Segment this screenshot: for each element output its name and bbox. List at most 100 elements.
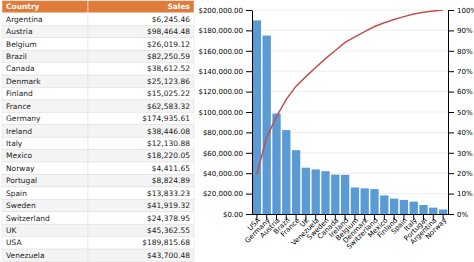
tick-mark <box>246 173 252 174</box>
table-cell <box>2 88 88 100</box>
bar <box>282 130 290 214</box>
y2-tick: 100% <box>448 7 474 15</box>
table-cell <box>2 212 88 224</box>
table-cell <box>88 162 194 174</box>
table-cell-text: Brazil <box>6 52 27 61</box>
table-cell-text: $13,833.23 <box>147 189 190 198</box>
tick-mark <box>448 153 454 154</box>
table-cell-text: Denmark <box>6 77 41 86</box>
table-cell <box>88 75 194 87</box>
grid-line <box>252 152 448 153</box>
table-cell <box>88 63 194 75</box>
bar <box>312 169 320 214</box>
tick-label: Norway <box>424 216 448 240</box>
table-cell-text: Germany <box>6 114 41 123</box>
tick-label: $140,000.00 <box>198 68 243 76</box>
grid-line <box>252 193 448 194</box>
tick-label: 10% <box>457 190 473 198</box>
tick-label: 60% <box>457 88 473 96</box>
y-tick: $20,000.00 <box>203 190 252 198</box>
table-cell-text: Belgium <box>6 40 37 49</box>
y-tick: $0.00 <box>223 211 252 219</box>
table-cell <box>88 150 194 162</box>
bar <box>439 210 447 214</box>
table-cell <box>2 63 88 75</box>
bar <box>302 168 310 214</box>
y-tick: $180,000.00 <box>198 27 252 35</box>
axis-line <box>253 214 449 215</box>
table-cell-text: $43,700.48 <box>147 251 190 260</box>
table-cell-text: $26,019.12 <box>147 40 190 49</box>
tick-mark <box>246 132 252 133</box>
pareto-chart: $0.00$20,000.00$40,000.00$60,000.00$80,0… <box>198 7 474 251</box>
table-cell-text: Venezuela <box>6 251 45 260</box>
tick-label: 20% <box>457 170 473 178</box>
table-cell <box>2 175 88 187</box>
tick-label: 50% <box>457 109 473 117</box>
grid-line <box>252 112 448 113</box>
y-tick: $200,000.00 <box>198 7 252 15</box>
x-axis: USAGermanyAustriaBrazilFranceUKVenezuela… <box>244 214 449 251</box>
tick-label: $200,000.00 <box>198 7 243 15</box>
table-cell-text: Sweden <box>6 201 36 210</box>
table-cell-text: $38,612.52 <box>147 64 190 73</box>
table-cell <box>2 75 88 87</box>
table-cell-text: USA <box>6 238 22 247</box>
table-cell <box>88 137 194 149</box>
grid-line <box>252 173 448 174</box>
y2-tick: 80% <box>448 48 473 56</box>
y-tick: $80,000.00 <box>203 129 252 137</box>
table-cell-text: Switzerland <box>6 214 50 223</box>
tick-mark <box>246 112 252 113</box>
table-cell <box>88 125 194 137</box>
table-cell <box>2 137 88 149</box>
table-cell-text: Austria <box>6 27 33 36</box>
y-axis: $0.00$20,000.00$40,000.00$60,000.00$80,0… <box>198 7 252 219</box>
tick-mark <box>246 153 252 154</box>
y2-tick: 70% <box>448 68 473 76</box>
tick-mark <box>448 173 454 174</box>
tick-mark <box>246 30 252 31</box>
bar <box>321 171 329 214</box>
bar <box>361 188 369 214</box>
table-cell <box>88 249 194 261</box>
tick-label: 90% <box>457 27 473 35</box>
table-cell <box>88 112 194 124</box>
y2-tick: 60% <box>448 88 473 96</box>
table-cell-text: Argentina <box>6 15 43 24</box>
y2-tick: 40% <box>448 129 473 137</box>
y2-tick: 30% <box>448 150 473 158</box>
grid-line <box>252 132 448 133</box>
table-cell-text: $82,250.59 <box>147 52 190 61</box>
tick-label: $40,000.00 <box>203 170 243 178</box>
table-cell <box>88 224 194 236</box>
bar <box>351 187 359 214</box>
y2-tick: 90% <box>448 27 473 35</box>
tick-mark <box>246 71 252 72</box>
grid-line <box>252 91 448 92</box>
tick-mark <box>246 10 252 11</box>
table-header-cell <box>2 1 88 13</box>
tick-label: $100,000.00 <box>198 109 243 117</box>
tick-mark <box>246 194 252 195</box>
grid-line <box>252 30 448 31</box>
tick-mark <box>448 30 454 31</box>
axis-line <box>252 11 253 215</box>
table-cell <box>2 13 88 25</box>
y2-tick: 10% <box>448 190 473 198</box>
cumulative-line <box>257 10 443 174</box>
table-cell <box>2 50 88 62</box>
grid-line <box>252 71 448 72</box>
table-cell-text: $15,025.22 <box>147 89 190 98</box>
table-cell-text: Italy <box>6 139 23 148</box>
tick-label: $160,000.00 <box>198 48 243 56</box>
y2-tick: 50% <box>448 109 473 117</box>
bar <box>390 199 398 214</box>
table-cell-text: $45,362.55 <box>147 226 190 235</box>
table-cell-text: $62,583.32 <box>147 102 190 111</box>
bar <box>331 175 339 214</box>
table-cell <box>88 212 194 224</box>
tick-label: $0.00 <box>223 211 243 219</box>
grid-line <box>252 214 448 215</box>
table-cell-text: France <box>6 102 31 111</box>
